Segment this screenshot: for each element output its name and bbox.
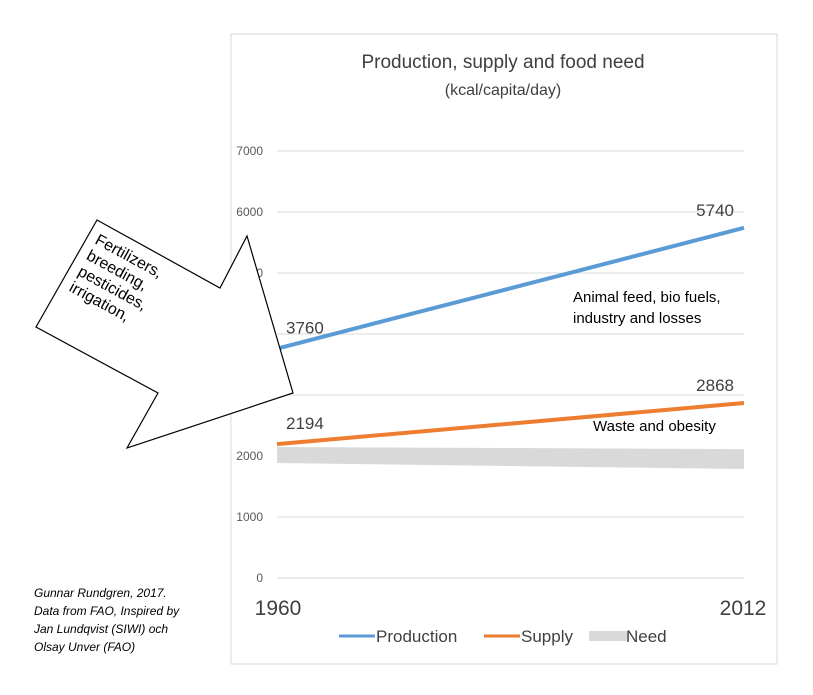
credit-line-2: Data from FAO, Inspired by: [34, 604, 180, 618]
series-line-supply: [276, 401, 745, 447]
series-line-production: [276, 225, 745, 351]
y-tick-label-0: 0: [256, 571, 263, 585]
data-label-supply-2868: 2868: [696, 376, 734, 395]
arrow-icon: [35, 219, 294, 450]
legend: Production Supply Need: [339, 627, 667, 646]
chart-subtitle: (kcal/capita/day): [445, 82, 562, 99]
data-label-production-3760: 3760: [286, 319, 324, 338]
legend-label-need: Need: [626, 627, 667, 646]
x-tick-label-1960: 1960: [255, 597, 302, 620]
gap-annotation-supply: Waste and obesity: [593, 418, 716, 435]
series-band-need: [277, 447, 744, 469]
source-credit: Gunnar Rundgren, 2017. Data from FAO, In…: [34, 584, 234, 656]
chart-title: Production, supply and food need: [361, 52, 644, 73]
gap-annotation-production-line-2: industry and losses: [573, 310, 701, 327]
legend-label-supply: Supply: [521, 627, 573, 646]
gap-annotation-production-line-1: Animal feed, bio fuels,: [573, 289, 721, 306]
x-tick-label-2012: 2012: [720, 597, 767, 620]
y-tick-label-2000: 2000: [236, 449, 263, 463]
credit-line-4: Olsay Unver (FAO): [34, 640, 136, 654]
data-label-supply-2194: 2194: [286, 414, 324, 433]
x-axis-ticks: 1960 2012: [255, 597, 767, 620]
chart-frame: [230, 33, 778, 665]
data-labels: 3760 5740 2194 2868: [286, 201, 734, 433]
callout-arrow: Fertilizers, breeding, pesticides, irrig…: [35, 219, 294, 450]
legend-label-production: Production: [376, 627, 457, 646]
y-tick-label-1000: 1000: [236, 510, 263, 524]
data-label-production-5740: 5740: [696, 201, 734, 220]
y-tick-label-6000: 6000: [236, 205, 263, 219]
credit-line-3: Jan Lundqvist (SIWI) och: [34, 622, 169, 636]
y-tick-label-7000: 7000: [236, 144, 263, 158]
credit-line-1: Gunnar Rundgren, 2017.: [34, 586, 167, 600]
legend-swatch-need: [589, 631, 628, 641]
series-lines: [276, 225, 745, 469]
